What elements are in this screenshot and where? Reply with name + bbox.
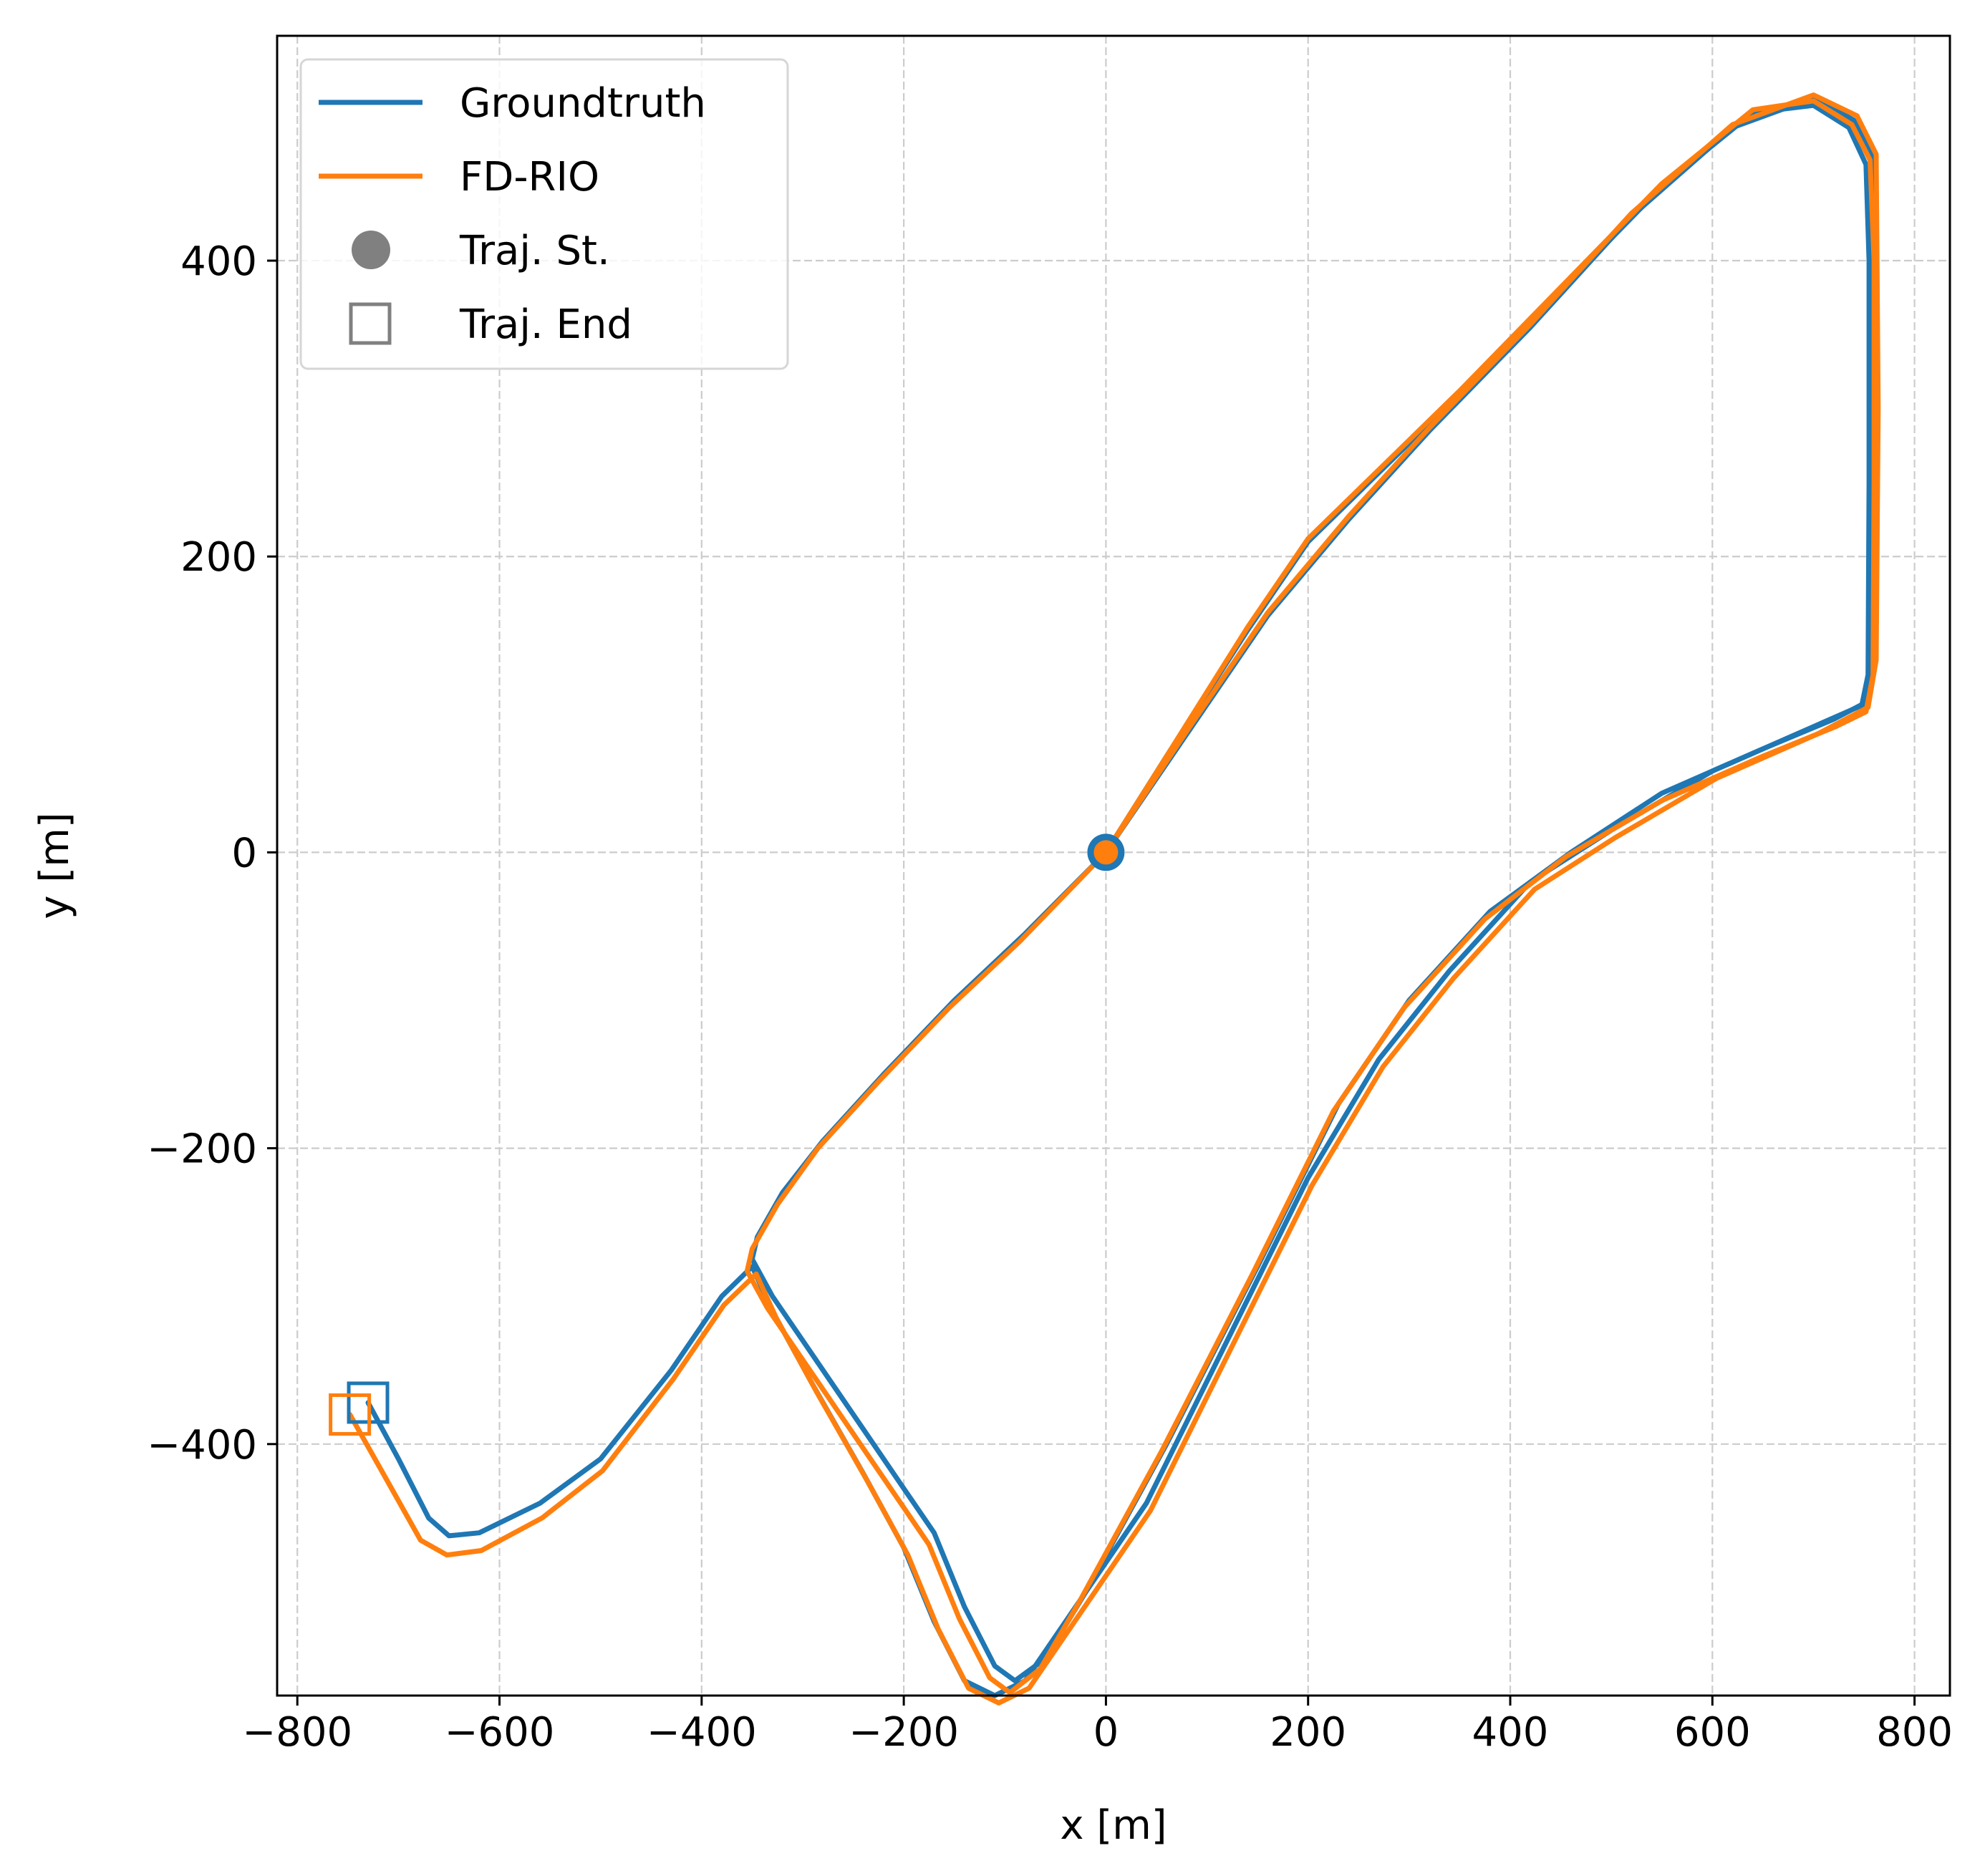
x-tick-label: −800 [242, 1709, 352, 1756]
x-tick-label: −200 [849, 1709, 959, 1756]
legend-label: Groundtruth [460, 80, 706, 127]
y-axis-label: y [m] [32, 812, 78, 919]
legend-swatch-circle [352, 231, 390, 269]
x-tick-label: 200 [1270, 1709, 1346, 1756]
x-tick-label: −400 [647, 1709, 757, 1756]
y-tick-label: 200 [180, 534, 257, 581]
x-axis-label: x [m] [1060, 1802, 1167, 1849]
y-tick-label: −400 [147, 1422, 257, 1469]
series-line-3 [347, 92, 1881, 1706]
ticks-group: −800 −600 −400 −200 0 200 400 600 800 −400 −200 0 20… [147, 238, 1953, 1756]
end-marker-1 [329, 1393, 372, 1436]
y-tick-label: 0 [231, 830, 257, 876]
x-tick-label: 800 [1876, 1709, 1953, 1756]
markers-group [329, 833, 1125, 1436]
y-tick-label: 400 [180, 238, 257, 285]
legend-box [299, 58, 789, 370]
legend-label: Traj. St. [459, 228, 610, 274]
start-marker-fd-rio [1093, 840, 1119, 865]
x-tick-label: 600 [1674, 1709, 1751, 1756]
legend-swatch-square [349, 302, 392, 345]
x-tick-label: 400 [1472, 1709, 1549, 1756]
x-tick-label: 0 [1093, 1709, 1119, 1756]
x-tick-label: −600 [445, 1709, 555, 1756]
legend-label: FD-RIO [460, 154, 599, 200]
legend-label: Traj. End [459, 301, 632, 348]
axes-frame [276, 34, 1951, 1697]
series-group [347, 92, 1881, 1706]
y-tick-label: −200 [147, 1126, 257, 1173]
legend: Groundtruth FD-RIO Traj. St. Traj. End [299, 58, 789, 370]
